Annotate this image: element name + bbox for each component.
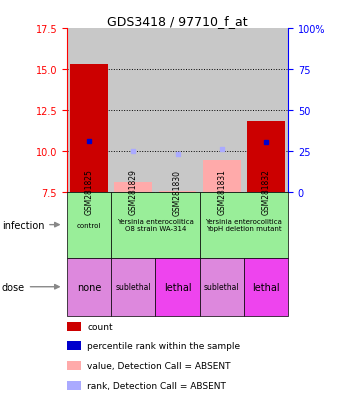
Bar [200, 192, 288, 258]
Bar [67, 322, 81, 331]
Text: control: control [77, 222, 101, 228]
Bar [111, 192, 200, 258]
Text: infection: infection [2, 220, 59, 230]
Title: GDS3418 / 97710_f_at: GDS3418 / 97710_f_at [107, 15, 248, 28]
Bar [115, 182, 152, 192]
Bar [155, 29, 200, 192]
Bar [200, 258, 244, 316]
Text: Yersinia enterocolitica
O8 strain WA-314: Yersinia enterocolitica O8 strain WA-314 [117, 218, 194, 232]
Bar [111, 258, 155, 316]
Bar [111, 29, 155, 192]
Text: none: none [77, 282, 101, 292]
Bar [244, 258, 288, 316]
Text: count: count [87, 322, 113, 331]
Bar [200, 29, 244, 192]
Bar [159, 191, 196, 192]
Bar [67, 361, 81, 370]
Text: value, Detection Call = ABSENT: value, Detection Call = ABSENT [87, 361, 231, 370]
Bar [67, 381, 81, 390]
Bar [67, 192, 111, 258]
Text: Yersinia enterocolitica
YopH deletion mutant: Yersinia enterocolitica YopH deletion mu… [205, 218, 282, 232]
Text: sublethal: sublethal [204, 282, 239, 292]
Text: sublethal: sublethal [116, 282, 151, 292]
Bar [70, 65, 108, 192]
Text: GSM281830: GSM281830 [173, 169, 182, 215]
Bar [67, 258, 111, 316]
Text: lethal: lethal [164, 282, 191, 292]
Text: GSM281825: GSM281825 [84, 169, 94, 215]
Text: rank, Detection Call = ABSENT: rank, Detection Call = ABSENT [87, 381, 226, 390]
Text: percentile rank within the sample: percentile rank within the sample [87, 342, 240, 351]
Text: lethal: lethal [252, 282, 280, 292]
Text: GSM281832: GSM281832 [261, 169, 271, 215]
Bar [155, 258, 200, 316]
Text: dose: dose [2, 282, 59, 292]
Bar [244, 29, 288, 192]
Text: GSM281829: GSM281829 [129, 169, 138, 215]
Text: GSM281831: GSM281831 [217, 169, 226, 215]
Bar [203, 161, 240, 192]
Bar [67, 29, 111, 192]
Bar [247, 122, 285, 192]
Bar [67, 342, 81, 351]
